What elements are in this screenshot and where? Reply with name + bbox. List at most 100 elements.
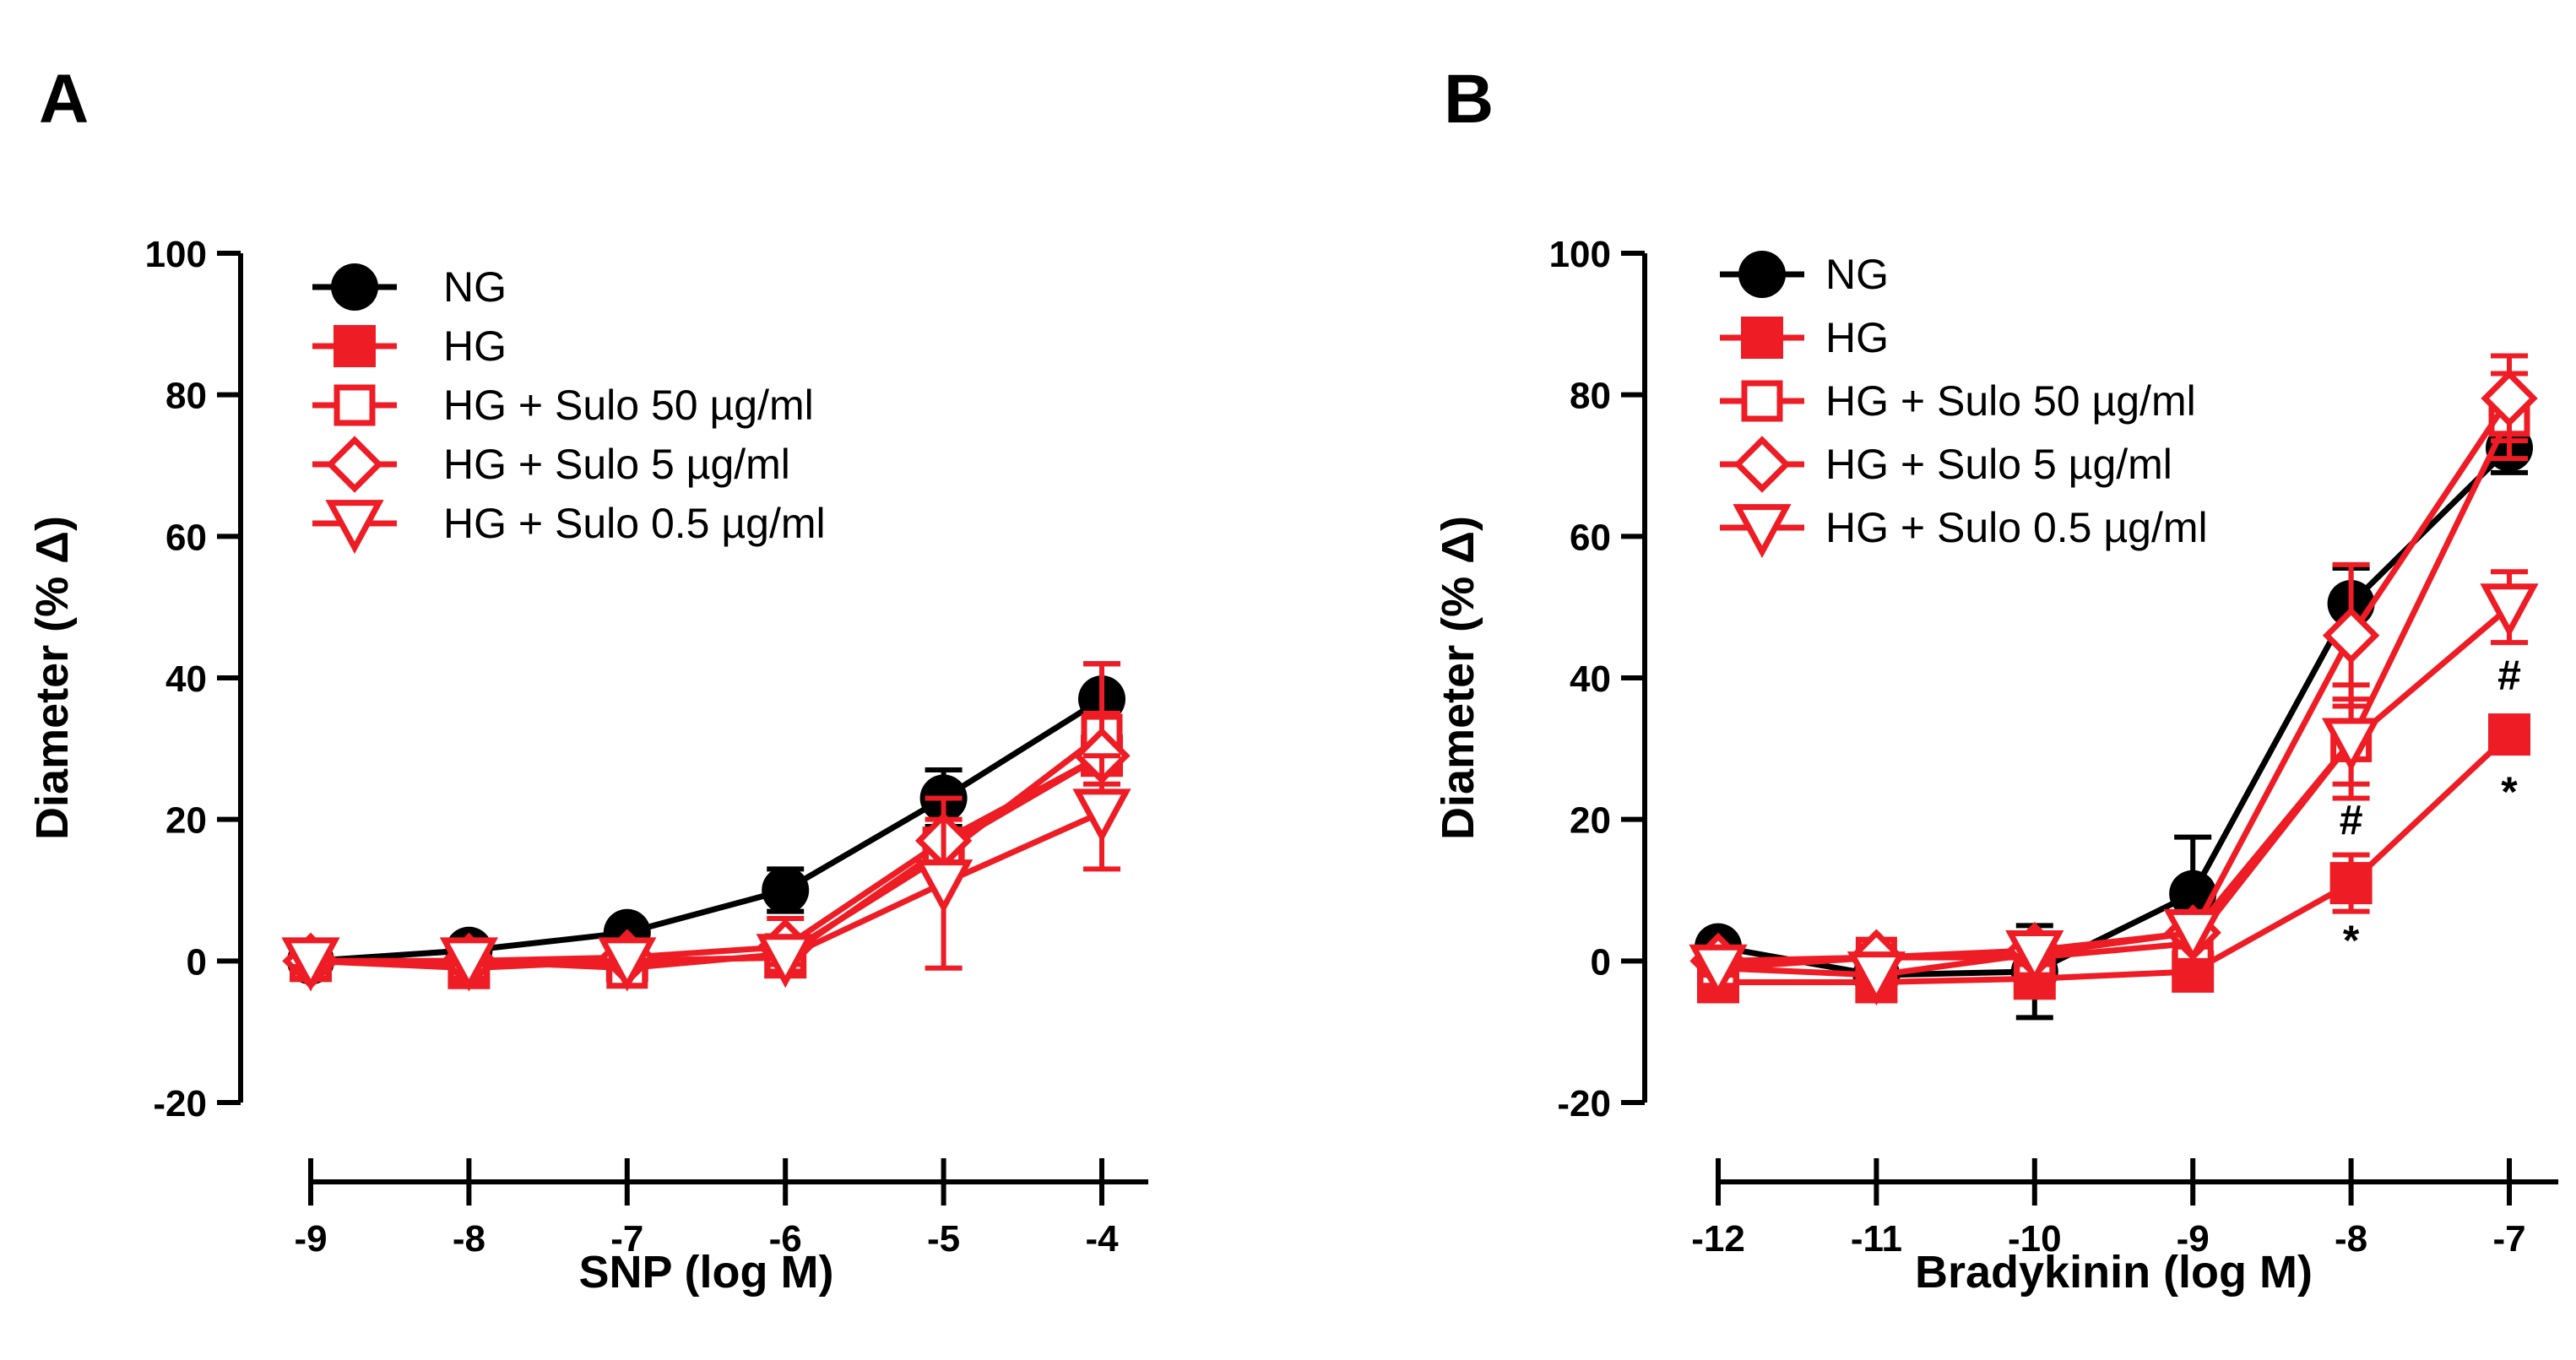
x-tick-label: -9 [2177, 1218, 2210, 1260]
legend-label: HG + Sulo 0.5 µg/ml [443, 500, 826, 547]
data-point [2005, 930, 2064, 985]
axes: -20 0 20 40 60 80 100 -12 -11 -10 -9 -8 -7 Bradykinin… [1433, 234, 2558, 1298]
legend-marker [331, 263, 378, 311]
panel-letter: B [1444, 61, 1494, 138]
data-point [914, 859, 973, 914]
y-axis-title: Diameter (% Δ) [27, 516, 78, 840]
data-point [2481, 370, 2538, 427]
x-tick-label: -11 [1851, 1218, 1902, 1260]
data-point [2480, 583, 2539, 638]
legend-entry: HG + Sulo 0.5 µg/ml [1720, 504, 2208, 559]
legend-label: HG + Sulo 5 µg/ml [443, 441, 790, 488]
legend-marker [1741, 317, 1783, 359]
legend: NG HG HG + Sulo 50 µg/ml HG + Sulo 5 µg/ml H… [1720, 251, 2208, 559]
legend-entry: HG + Sulo 5 µg/ml [312, 436, 790, 493]
data-point [2488, 713, 2530, 756]
series-line [1717, 446, 2512, 978]
legend-marker [334, 325, 376, 367]
legend-entry: HG + Sulo 5 µg/ml [1720, 436, 2172, 493]
legend-label: HG [443, 322, 507, 370]
series-line [1717, 415, 2513, 972]
y-tick-label: 40 [1570, 658, 1611, 700]
x-tick-label: -9 [294, 1218, 327, 1260]
legend-label: NG [1825, 251, 1889, 298]
x-tick-label: -7 [2492, 1218, 2525, 1260]
legend-marker [1733, 504, 1792, 559]
legend-entry: HG + Sulo 50 µg/ml [312, 382, 814, 429]
x-tick-label: -5 [927, 1218, 960, 1260]
significance-mark: * [2343, 917, 2360, 964]
y-tick-label: 0 [1591, 941, 1611, 983]
data-point [2163, 908, 2222, 963]
x-tick-label: -6 [769, 1218, 802, 1260]
y-tick-label: 100 [145, 234, 207, 275]
y-tick-label: 0 [187, 941, 207, 983]
data-point [1072, 788, 1131, 843]
legend-label: HG + Sulo 50 µg/ml [1825, 377, 2196, 425]
significance-mark: * [2501, 768, 2518, 815]
annotations: # * # * [2340, 652, 2521, 964]
legend-entry: HG [1720, 314, 1889, 361]
series-line [310, 696, 1104, 964]
y-axis-title: Diameter (% Δ) [1433, 516, 1483, 840]
y-tick-label: 40 [165, 658, 207, 700]
legend-label: HG + Sulo 0.5 µg/ml [1825, 504, 2208, 551]
data-point [2329, 862, 2373, 905]
panel-letter: A [39, 61, 89, 138]
data-point [439, 937, 499, 992]
series-line [311, 732, 1104, 972]
data-point [756, 934, 815, 989]
legend-marker [1738, 251, 1786, 298]
legend-entry: NG [1720, 251, 1889, 298]
x-tick-label: -7 [610, 1218, 643, 1260]
legend-marker [1741, 380, 1783, 422]
legend: NG HG HG + Sulo 50 µg/ml HG + Sulo 5 µg/ml H… [312, 263, 826, 555]
legend-entry: HG + Sulo 0.5 µg/ml [312, 500, 826, 555]
data-point [2322, 607, 2380, 664]
panel-b: B -20 0 20 40 60 80 100 -12 -11 -10 -9 -8 -7 Bradykin… [1433, 61, 2558, 1298]
y-tick-label: -20 [153, 1083, 207, 1124]
significance-mark: # [2340, 797, 2363, 844]
x-tick-label: -4 [1085, 1218, 1119, 1260]
data-point [1847, 951, 1906, 1006]
x-tick-label: -10 [2008, 1218, 2062, 1260]
y-tick-label: 80 [1570, 376, 1611, 417]
legend-entry: HG + Sulo 50 µg/ml [1720, 377, 2196, 425]
series-square-open [290, 661, 1123, 989]
x-axis-title: Bradykinin (log M) [1915, 1247, 2313, 1298]
y-tick-label: 80 [165, 376, 207, 417]
series-triangle-down-open [281, 753, 1131, 992]
data-point [1689, 944, 1748, 999]
x-tick-label: -12 [1691, 1218, 1745, 1260]
legend-label: NG [443, 263, 507, 311]
axes: -20 0 20 40 60 80 100 -9 -8 -7 -6 -5 -4 SNP (log M) Di… [27, 234, 1148, 1298]
data-point [2321, 718, 2381, 772]
series-line [311, 753, 1104, 964]
series-layer [281, 661, 1131, 992]
series-triangle-down-open [1689, 569, 2539, 1006]
x-tick-label: -8 [2335, 1218, 2367, 1260]
legend-label: HG + Sulo 5 µg/ml [1825, 441, 2172, 488]
legend-label: HG [1825, 314, 1889, 361]
data-point [762, 866, 810, 914]
series-circle [287, 661, 1125, 985]
x-tick-label: -8 [453, 1218, 485, 1260]
y-tick-label: 100 [1549, 234, 1611, 275]
y-tick-label: 20 [1570, 800, 1611, 842]
legend-marker [334, 384, 376, 426]
series-line [310, 753, 1104, 972]
y-tick-label: -20 [1557, 1083, 1611, 1124]
series-layer [1689, 353, 2539, 1021]
panel-a: A -20 0 20 40 60 80 100 -9 -8 -7 -6 -5 -4 SNP (log M)… [27, 61, 1148, 1298]
legend-marker [326, 436, 383, 493]
legend-marker [325, 500, 384, 555]
legend-entry: NG [312, 263, 507, 311]
legend-entry: HG [312, 322, 507, 370]
series-diamond-open [282, 710, 1131, 990]
x-axis-title: SNP (log M) [579, 1247, 834, 1298]
y-tick-label: 20 [165, 800, 207, 842]
data-point [598, 937, 657, 992]
data-point [281, 937, 340, 992]
legend-label: HG + Sulo 50 µg/ml [443, 382, 814, 429]
